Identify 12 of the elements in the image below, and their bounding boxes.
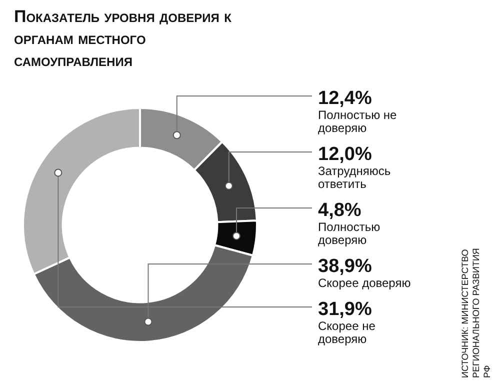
data-label: 12,0% [318, 144, 372, 165]
data-label: 31,9% [318, 299, 372, 320]
text: ИСТОЧНИК: МИНИСТЕРСТВО РЕГИОНАЛЬНОГО РАЗВИТИЯ РФ [460, 247, 493, 378]
chart-title: Показатель уровня доверия к органам местного самоуправления [14, 6, 232, 72]
slice-label: Скорее доверяю [318, 276, 411, 290]
data-label: 12,4% [318, 88, 372, 109]
slice-label: Затрудняюсь ответить [318, 164, 391, 191]
data-label: 4,8% [318, 200, 362, 221]
data-label: 38,9% [318, 256, 372, 277]
slice-label: Скорее не доверяю [318, 319, 376, 346]
slice-label: Полностью не доверяю [318, 108, 398, 135]
slice-label: Полностью доверяю [318, 220, 380, 247]
